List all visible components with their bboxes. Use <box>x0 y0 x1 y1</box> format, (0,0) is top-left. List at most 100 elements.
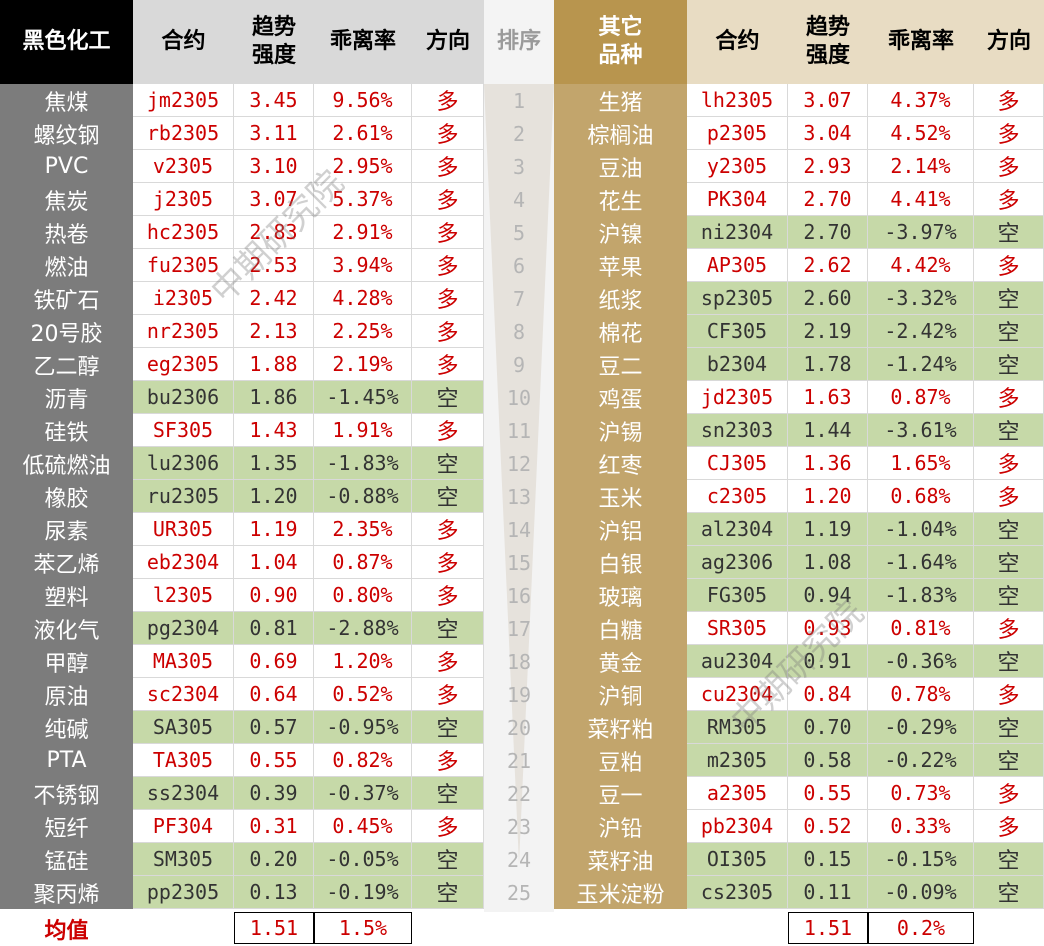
rank-number: 10 <box>506 385 532 410</box>
right-row-name: 红枣 <box>554 447 687 480</box>
left-row-name: 焦煤 <box>0 84 133 117</box>
left-row-contract: nr2305 <box>133 315 234 348</box>
right-row-deviation: 1.65% <box>868 447 974 480</box>
right-row-strength: 1.08 <box>788 546 868 579</box>
left-row-deviation: -0.95% <box>314 711 412 744</box>
rank-number: 23 <box>506 814 532 839</box>
right-row-name: 苹果 <box>554 249 687 282</box>
right-row-name: 沪锡 <box>554 414 687 447</box>
right-row-deviation: 0.78% <box>868 678 974 711</box>
left-row-contract: TA305 <box>133 744 234 777</box>
right-row-name: 沪铝 <box>554 513 687 546</box>
header-left-deviation: 乖离率 <box>314 0 412 84</box>
left-row-name: 低硫燃油 <box>0 447 133 480</box>
left-row-direction: 多 <box>412 645 484 678</box>
left-row-direction: 多 <box>412 678 484 711</box>
left-row-name: 短纤 <box>0 810 133 843</box>
rank-number: 9 <box>512 352 526 377</box>
left-row-direction: 多 <box>412 84 484 117</box>
left-row-contract: pg2304 <box>133 612 234 645</box>
left-row-deviation: 3.94% <box>314 249 412 282</box>
left-row-strength: 1.19 <box>234 513 314 546</box>
right-row-contract: FG305 <box>687 579 788 612</box>
left-row-deviation: 0.82% <box>314 744 412 777</box>
right-row-name: 玻璃 <box>554 579 687 612</box>
right-row-strength: 1.20 <box>788 480 868 513</box>
left-row-strength: 0.39 <box>234 777 314 810</box>
right-row-contract: PK304 <box>687 183 788 216</box>
left-row-contract: ru2305 <box>133 480 234 513</box>
left-row-strength: 1.35 <box>234 447 314 480</box>
right-row-direction: 多 <box>974 381 1044 414</box>
left-row-name: PTA <box>0 744 133 777</box>
left-row-contract: pp2305 <box>133 876 234 909</box>
right-row-strength: 1.78 <box>788 348 868 381</box>
right-row-direction: 空 <box>974 282 1044 315</box>
right-row-strength: 0.93 <box>788 612 868 645</box>
header-left-strength: 趋势 强度 <box>234 0 314 84</box>
rank-number: 5 <box>512 220 526 245</box>
left-row-name: 焦炭 <box>0 183 133 216</box>
right-row-strength: 0.15 <box>788 843 868 876</box>
left-row-deviation: -2.88% <box>314 612 412 645</box>
right-row-direction: 多 <box>974 480 1044 513</box>
right-row-name: 黄金 <box>554 645 687 678</box>
header-left-contract: 合约 <box>133 0 234 84</box>
left-row-direction: 空 <box>412 480 484 513</box>
rank-number: 22 <box>506 781 532 806</box>
rank-number: 21 <box>506 748 532 773</box>
left-row-name: 甲醇 <box>0 645 133 678</box>
right-row-deviation: -1.24% <box>868 348 974 381</box>
left-row-strength: 2.13 <box>234 315 314 348</box>
left-row-contract: l2305 <box>133 579 234 612</box>
right-row-contract: pb2304 <box>687 810 788 843</box>
right-row-name: 沪镍 <box>554 216 687 249</box>
left-row-strength: 0.57 <box>234 711 314 744</box>
right-row-strength: 1.36 <box>788 447 868 480</box>
left-row-name: 螺纹钢 <box>0 117 133 150</box>
right-row-contract: au2304 <box>687 645 788 678</box>
right-row-direction: 空 <box>974 513 1044 546</box>
right-row-deviation: -3.61% <box>868 414 974 447</box>
right-row-deviation: 4.52% <box>868 117 974 150</box>
left-average-strength: 1.51 <box>234 912 314 944</box>
left-row-strength: 0.13 <box>234 876 314 909</box>
left-row-direction: 多 <box>412 249 484 282</box>
left-row-deviation: 0.52% <box>314 678 412 711</box>
left-row-contract: PF304 <box>133 810 234 843</box>
right-row-name: 鸡蛋 <box>554 381 687 414</box>
right-row-strength: 0.91 <box>788 645 868 678</box>
left-row-name: 沥青 <box>0 381 133 414</box>
right-row-deviation: -1.04% <box>868 513 974 546</box>
right-row-contract: a2305 <box>687 777 788 810</box>
right-row-name: 棕榈油 <box>554 117 687 150</box>
right-row-strength: 2.93 <box>788 150 868 183</box>
right-row-strength: 0.11 <box>788 876 868 909</box>
left-row-name: 乙二醇 <box>0 348 133 381</box>
right-row-contract: sn2303 <box>687 414 788 447</box>
right-row-name: 白糖 <box>554 612 687 645</box>
rank-number: 17 <box>506 616 532 641</box>
right-row-direction: 空 <box>974 315 1044 348</box>
header-left-direction: 方向 <box>412 0 484 84</box>
right-row-contract: y2305 <box>687 150 788 183</box>
right-row-strength: 2.70 <box>788 216 868 249</box>
left-row-contract: i2305 <box>133 282 234 315</box>
header-left-category: 黑色化工 <box>0 0 133 84</box>
left-row-contract: UR305 <box>133 513 234 546</box>
right-row-contract: sp2305 <box>687 282 788 315</box>
rank-number: 24 <box>506 847 532 872</box>
left-row-deviation: 2.61% <box>314 117 412 150</box>
right-row-name: 沪铜 <box>554 678 687 711</box>
left-row-name: 硅铁 <box>0 414 133 447</box>
left-row-contract: hc2305 <box>133 216 234 249</box>
right-row-strength: 2.19 <box>788 315 868 348</box>
right-row-deviation: 0.81% <box>868 612 974 645</box>
left-row-direction: 空 <box>412 777 484 810</box>
left-row-deviation: -0.37% <box>314 777 412 810</box>
rank-number: 25 <box>506 880 532 905</box>
right-average-deviation: 0.2% <box>868 912 974 944</box>
right-row-direction: 多 <box>974 117 1044 150</box>
left-row-strength: 2.53 <box>234 249 314 282</box>
right-row-direction: 多 <box>974 810 1044 843</box>
